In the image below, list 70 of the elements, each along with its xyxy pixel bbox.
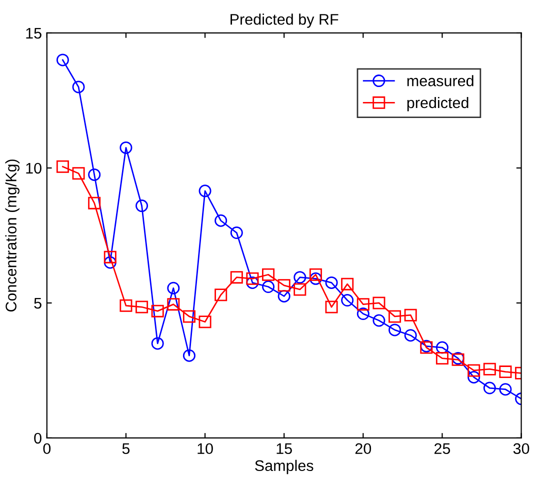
point <box>468 370 480 384</box>
point <box>120 141 132 154</box>
point <box>104 256 116 269</box>
point <box>214 214 228 227</box>
x-tick-label: 5 <box>122 443 130 454</box>
point <box>56 160 69 173</box>
point <box>182 310 196 323</box>
legend-label: measured <box>407 75 474 86</box>
point <box>483 382 496 394</box>
x-tick-label: 0 <box>43 443 51 454</box>
point <box>120 299 132 312</box>
x-tick-label: 25 <box>434 443 450 454</box>
point <box>436 341 448 354</box>
point <box>136 300 148 314</box>
point <box>404 308 417 322</box>
point <box>341 294 354 307</box>
point <box>294 271 306 284</box>
x-tick-label: 10 <box>198 443 213 454</box>
point <box>294 283 306 296</box>
point <box>246 276 259 289</box>
x-tick-label: 30 <box>513 443 530 454</box>
point <box>372 296 386 310</box>
point <box>167 298 180 311</box>
y-tick-label: 15 <box>26 28 42 39</box>
point <box>356 298 370 311</box>
point <box>167 282 180 294</box>
point <box>404 329 417 342</box>
point <box>230 226 243 240</box>
point <box>72 167 85 180</box>
point <box>182 349 196 362</box>
legend-label: predicted <box>407 96 468 112</box>
point <box>309 272 322 285</box>
point <box>262 280 275 294</box>
x-tick-label: 20 <box>355 443 372 454</box>
x-tick-label: 15 <box>276 443 292 454</box>
point <box>499 383 512 396</box>
y-tick-label: 10 <box>26 162 42 174</box>
x-axis-title: Samples <box>255 460 314 474</box>
point <box>388 310 402 323</box>
point <box>88 168 101 181</box>
point <box>214 288 228 302</box>
point <box>341 278 354 290</box>
point <box>278 290 290 302</box>
point <box>104 250 116 264</box>
point <box>198 316 212 328</box>
point <box>151 304 164 318</box>
y-axis-title: Concentration (mg/Kg) <box>5 160 20 312</box>
point <box>372 314 386 327</box>
point <box>230 271 243 284</box>
point <box>198 184 212 198</box>
point <box>309 268 322 281</box>
point <box>88 196 101 210</box>
point <box>325 300 338 314</box>
point <box>468 364 480 377</box>
point <box>72 80 85 94</box>
point <box>325 276 338 289</box>
point <box>388 324 402 336</box>
y-tick-label: 0 <box>34 432 42 444</box>
point <box>436 352 448 365</box>
y-tick-label: 5 <box>34 298 42 309</box>
point <box>262 268 275 281</box>
point <box>499 366 512 378</box>
point <box>278 279 290 292</box>
point <box>151 337 164 350</box>
point <box>483 362 496 376</box>
point <box>56 54 69 66</box>
chart-title: Predicted by RF <box>230 14 338 28</box>
point <box>136 200 148 212</box>
point <box>356 308 370 320</box>
point <box>246 272 259 285</box>
